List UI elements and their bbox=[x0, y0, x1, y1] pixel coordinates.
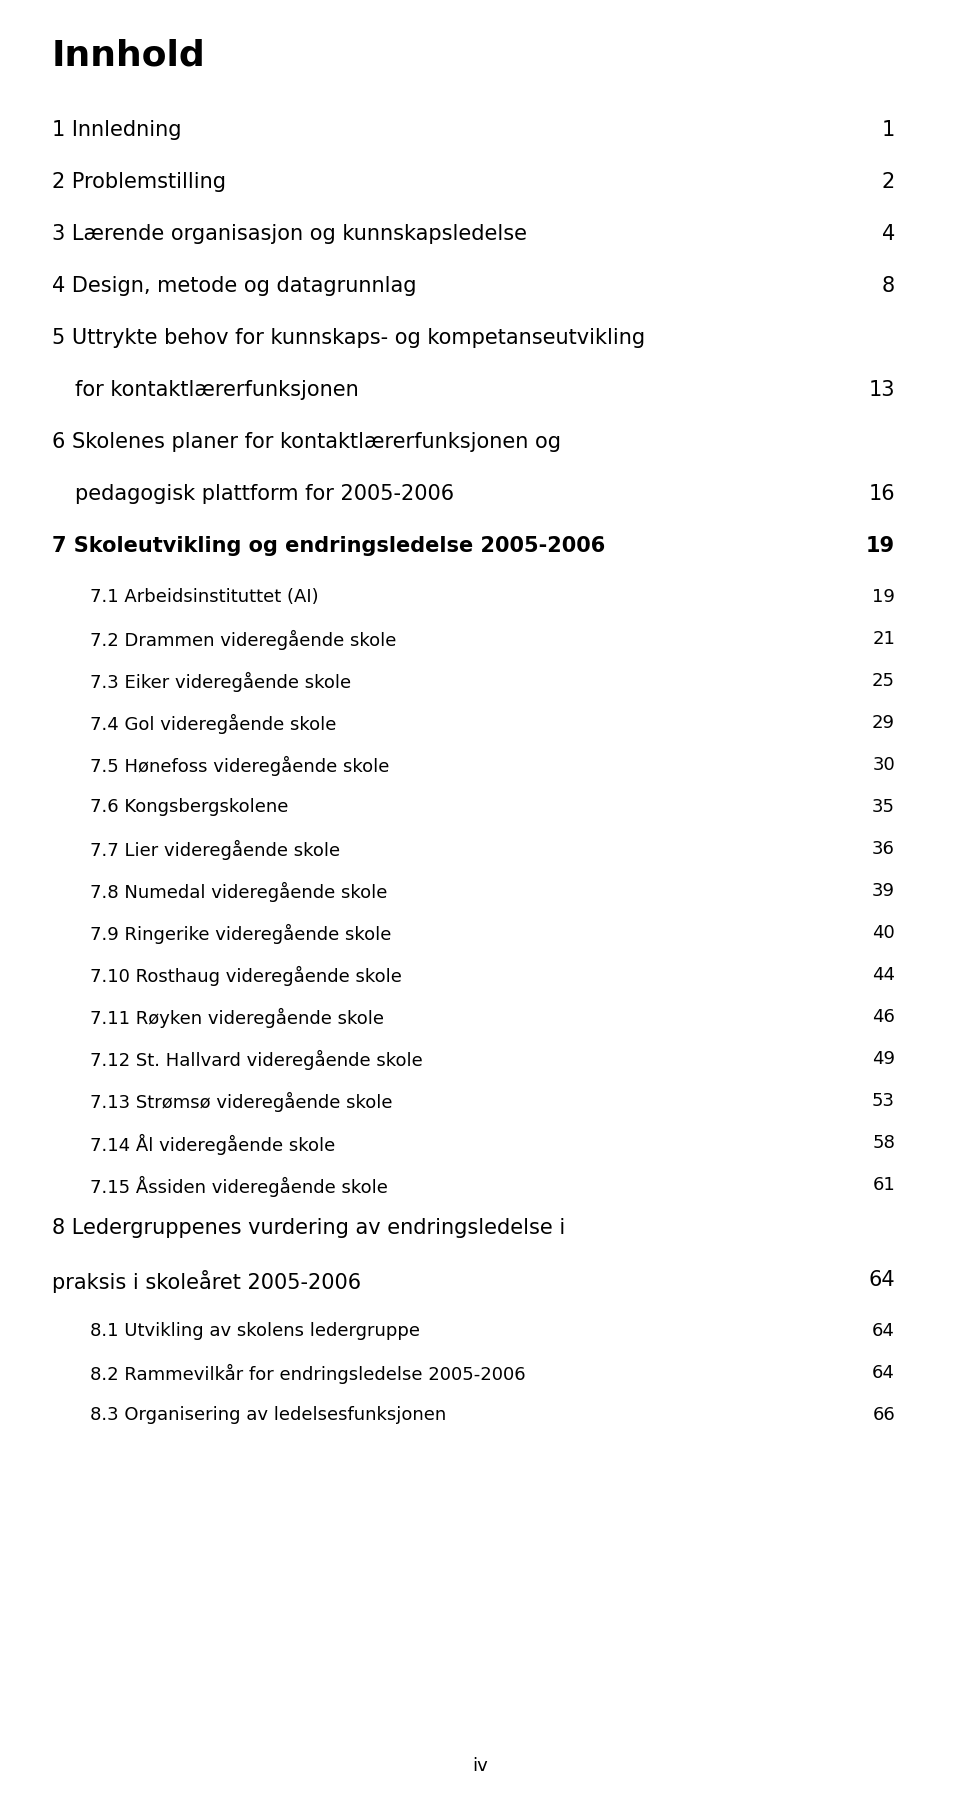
Text: 64: 64 bbox=[872, 1321, 895, 1340]
Text: 53: 53 bbox=[872, 1092, 895, 1110]
Text: 8: 8 bbox=[882, 277, 895, 297]
Text: 39: 39 bbox=[872, 883, 895, 901]
Text: 7.5 Hønefoss videregående skole: 7.5 Hønefoss videregående skole bbox=[90, 755, 390, 775]
Text: 36: 36 bbox=[872, 841, 895, 857]
Text: 61: 61 bbox=[873, 1176, 895, 1194]
Text: 3 Lærende organisasjon og kunnskapsledelse: 3 Lærende organisasjon og kunnskapsledel… bbox=[52, 224, 527, 244]
Text: 16: 16 bbox=[869, 484, 895, 504]
Text: 4 Design, metode og datagrunnlag: 4 Design, metode og datagrunnlag bbox=[52, 277, 417, 297]
Text: 29: 29 bbox=[872, 713, 895, 732]
Text: 7.7 Lier videregående skole: 7.7 Lier videregående skole bbox=[90, 841, 340, 861]
Text: 49: 49 bbox=[872, 1050, 895, 1068]
Text: 4: 4 bbox=[881, 224, 895, 244]
Text: 2 Problemstilling: 2 Problemstilling bbox=[52, 173, 226, 191]
Text: 7.8 Numedal videregående skole: 7.8 Numedal videregående skole bbox=[90, 883, 388, 903]
Text: 8.3 Organisering av ledelsesfunksjonen: 8.3 Organisering av ledelsesfunksjonen bbox=[90, 1407, 446, 1423]
Text: 40: 40 bbox=[873, 925, 895, 943]
Text: 7.10 Rosthaug videregående skole: 7.10 Rosthaug videregående skole bbox=[90, 966, 402, 986]
Text: 6 Skolenes planer for kontaktlærerfunksjonen og: 6 Skolenes planer for kontaktlærerfunksj… bbox=[52, 431, 561, 451]
Text: 7.14 Ål videregående skole: 7.14 Ål videregående skole bbox=[90, 1134, 335, 1156]
Text: 2: 2 bbox=[881, 173, 895, 191]
Text: for kontaktlærerfunksjonen: for kontaktlærerfunksjonen bbox=[75, 380, 359, 400]
Text: 44: 44 bbox=[872, 966, 895, 985]
Text: 64: 64 bbox=[869, 1270, 895, 1290]
Text: 1 Innledning: 1 Innledning bbox=[52, 120, 181, 140]
Text: 7.12 St. Hallvard videregående skole: 7.12 St. Hallvard videregående skole bbox=[90, 1050, 422, 1070]
Text: 7.9 Ringerike videregående skole: 7.9 Ringerike videregående skole bbox=[90, 925, 392, 945]
Text: iv: iv bbox=[472, 1756, 488, 1774]
Text: 1: 1 bbox=[881, 120, 895, 140]
Text: 46: 46 bbox=[872, 1008, 895, 1026]
Text: 8.1 Utvikling av skolens ledergruppe: 8.1 Utvikling av skolens ledergruppe bbox=[90, 1321, 420, 1340]
Text: 7.2 Drammen videregående skole: 7.2 Drammen videregående skole bbox=[90, 630, 396, 650]
Text: 64: 64 bbox=[872, 1363, 895, 1381]
Text: 5 Uttrykte behov for kunnskaps- og kompetanseutvikling: 5 Uttrykte behov for kunnskaps- og kompe… bbox=[52, 328, 645, 348]
Text: 58: 58 bbox=[872, 1134, 895, 1152]
Text: 7.11 Røyken videregående skole: 7.11 Røyken videregående skole bbox=[90, 1008, 384, 1028]
Text: 7 Skoleutvikling og endringsledelse 2005-2006: 7 Skoleutvikling og endringsledelse 2005… bbox=[52, 537, 605, 555]
Text: 21: 21 bbox=[872, 630, 895, 648]
Text: Innhold: Innhold bbox=[52, 38, 205, 73]
Text: 66: 66 bbox=[873, 1407, 895, 1423]
Text: 8 Ledergruppenes vurdering av endringsledelse i: 8 Ledergruppenes vurdering av endringsle… bbox=[52, 1218, 565, 1238]
Text: 25: 25 bbox=[872, 672, 895, 690]
Text: 7.3 Eiker videregående skole: 7.3 Eiker videregående skole bbox=[90, 672, 351, 692]
Text: pedagogisk plattform for 2005-2006: pedagogisk plattform for 2005-2006 bbox=[75, 484, 454, 504]
Text: 19: 19 bbox=[866, 537, 895, 555]
Text: 8.2 Rammevilkår for endringsledelse 2005-2006: 8.2 Rammevilkår for endringsledelse 2005… bbox=[90, 1363, 526, 1383]
Text: 35: 35 bbox=[872, 797, 895, 815]
Text: 7.1 Arbeidsinstituttet (AI): 7.1 Arbeidsinstituttet (AI) bbox=[90, 588, 319, 606]
Text: 30: 30 bbox=[873, 755, 895, 774]
Text: 7.6 Kongsbergskolene: 7.6 Kongsbergskolene bbox=[90, 797, 288, 815]
Text: 7.15 Åssiden videregående skole: 7.15 Åssiden videregående skole bbox=[90, 1176, 388, 1198]
Text: 7.13 Strømsø videregående skole: 7.13 Strømsø videregående skole bbox=[90, 1092, 393, 1112]
Text: 7.4 Gol videregående skole: 7.4 Gol videregående skole bbox=[90, 713, 336, 733]
Text: praksis i skoleåret 2005-2006: praksis i skoleåret 2005-2006 bbox=[52, 1270, 361, 1292]
Text: 13: 13 bbox=[869, 380, 895, 400]
Text: 19: 19 bbox=[872, 588, 895, 606]
